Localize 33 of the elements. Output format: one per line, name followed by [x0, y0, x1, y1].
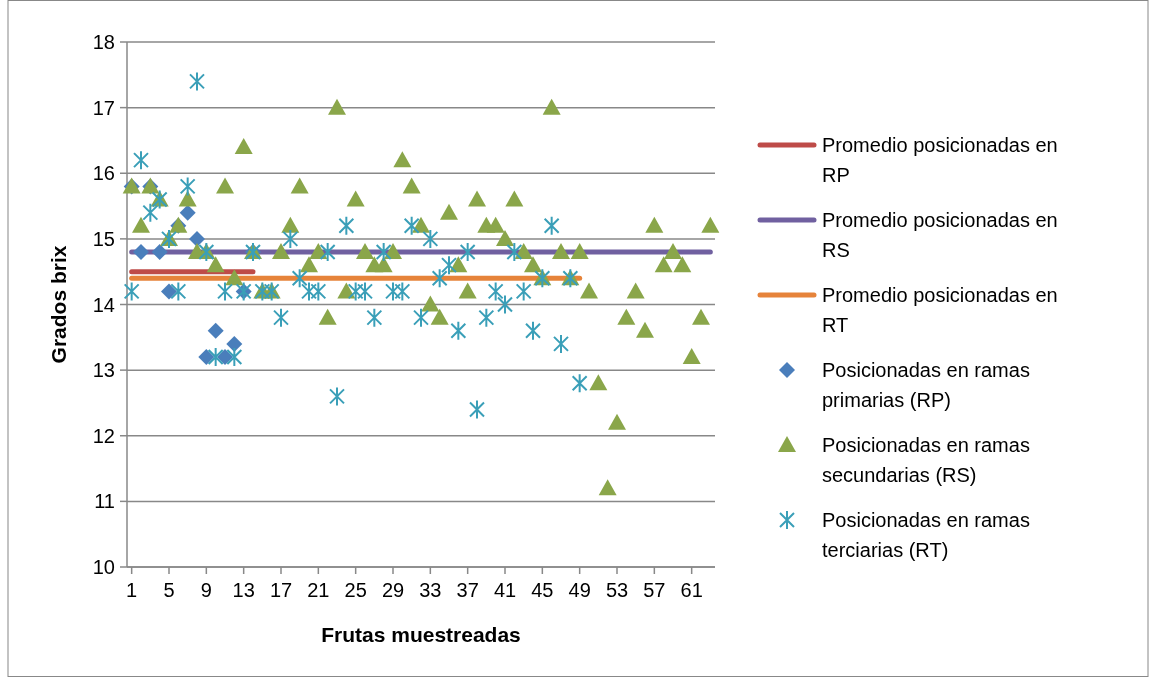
x-tick-label: 17 — [269, 579, 293, 601]
x-tick-label: 45 — [531, 579, 554, 601]
y-tick-label: 17 — [92, 96, 115, 119]
legend-label: Promedio posicionadas en RS — [822, 209, 1058, 261]
x-tick-label: 37 — [456, 579, 479, 601]
x-axis-title: Frutas muestreadas — [321, 623, 521, 646]
x-tick-label: 57 — [643, 579, 666, 601]
y-tick-label: 16 — [92, 162, 115, 185]
x-tick-label: 49 — [568, 579, 591, 601]
x-tick-label: 5 — [163, 579, 175, 601]
y-tick-label: 15 — [92, 227, 115, 250]
x-tick-label: 29 — [381, 579, 405, 601]
y-tick-label: 14 — [92, 293, 115, 316]
x-tick-label: 9 — [200, 579, 212, 601]
x-tick-label: 1 — [126, 579, 138, 601]
y-axis-title: Grados brix — [47, 245, 70, 364]
legend-label: Promedio posicionadas en RP — [822, 134, 1058, 186]
legend-label: Promedio posicionadas en RT — [822, 284, 1058, 336]
x-tick-label: 53 — [605, 579, 629, 601]
x-tick-label: 41 — [493, 579, 517, 601]
y-tick-label: 12 — [92, 424, 115, 447]
x-tick-label: 33 — [419, 579, 442, 601]
y-tick-label: 11 — [94, 490, 115, 513]
x-tick-label: 13 — [232, 579, 255, 601]
y-tick-label: 18 — [92, 31, 115, 53]
y-tick-label: 10 — [92, 556, 115, 578]
x-tick-label: 25 — [344, 579, 367, 601]
x-tick-label: 21 — [307, 579, 330, 601]
x-tick-label: 61 — [680, 579, 703, 601]
legend-label: Posicionadas en ramas secundarias (RS) — [822, 434, 1030, 486]
y-tick-label: 13 — [92, 359, 115, 382]
legend-label: Posicionadas en ramas primarias (RP) — [822, 359, 1030, 411]
legend-label: Posicionadas en ramas terciarias (RT) — [822, 509, 1030, 561]
